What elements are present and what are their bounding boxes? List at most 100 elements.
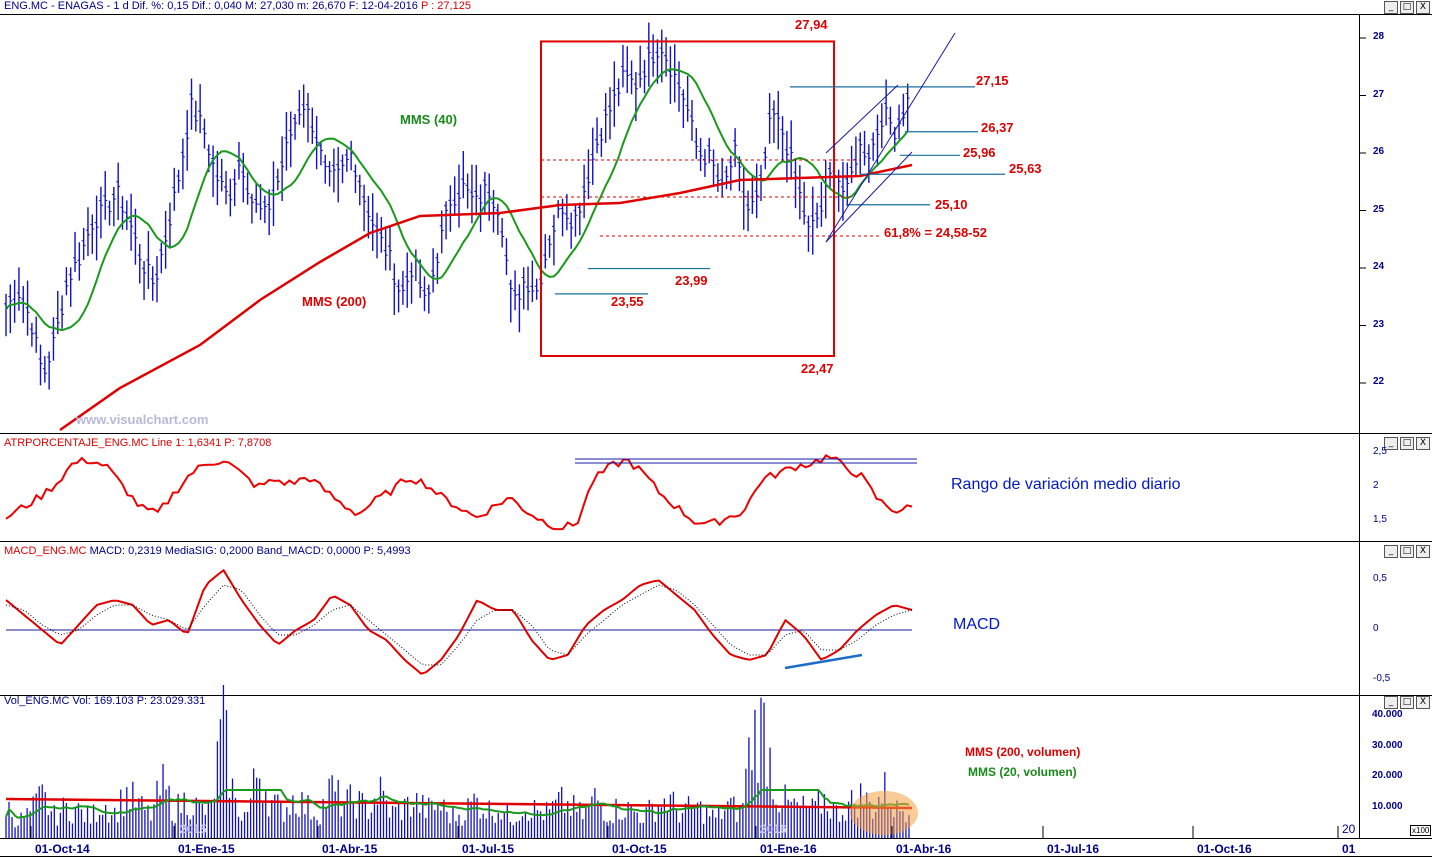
price-bar: [461, 151, 466, 199]
vol-close-button[interactable]: X: [1416, 696, 1430, 709]
fib-label: 61,8% = 24,58-52: [884, 225, 987, 240]
price-bar: [90, 214, 95, 254]
price-bar: [517, 284, 522, 333]
price-bar: [439, 210, 444, 254]
price-bar: [806, 215, 811, 252]
price-bar: [612, 61, 617, 127]
macd-window-buttons: _ □ X: [1384, 545, 1430, 558]
price-bar: [780, 116, 785, 160]
price-bar: [582, 164, 587, 219]
mms40-label: MMS (40): [400, 112, 458, 127]
price-bar: [193, 100, 198, 132]
price-bar: [620, 45, 625, 88]
price-bar: [185, 110, 190, 171]
volume-highlight: [850, 791, 918, 835]
price-bar: [297, 90, 302, 125]
price-bar: [103, 171, 108, 220]
atr-minimize-button[interactable]: _: [1384, 437, 1398, 450]
price-bar: [21, 286, 26, 323]
price-bar: [42, 356, 47, 383]
axis-tick-label: 27: [1373, 88, 1385, 100]
price-bar: [711, 149, 716, 187]
vol-minimize-button[interactable]: _: [1384, 696, 1398, 709]
price-bar: [12, 279, 17, 323]
price-bar: [840, 161, 845, 221]
channel-mid: [825, 84, 899, 154]
price-bar: [258, 184, 263, 220]
axis-tick-label: 26: [1373, 146, 1385, 157]
price-bar: [677, 61, 682, 112]
price-bar: [586, 149, 591, 200]
axis-tick-label: 0: [1373, 623, 1379, 634]
price-bar: [603, 93, 608, 144]
price-bar: [51, 317, 56, 361]
price-bar: [8, 284, 13, 334]
price-bar: [198, 84, 203, 134]
price-bar: [405, 252, 410, 308]
price-bar: [60, 295, 65, 329]
price-bar: [888, 106, 893, 135]
maximize-button[interactable]: □: [1400, 1, 1414, 14]
date-tick-label: 01-Ene-15: [178, 842, 235, 856]
price-bar: [85, 207, 90, 257]
vol-mms200-label: MMS (200, volumen): [965, 745, 1081, 759]
macd-header-name: MACD_ENG.MC: [4, 545, 87, 557]
panel-frames: [0, 14, 1432, 857]
price-bar: [73, 231, 78, 272]
close-button[interactable]: X: [1416, 1, 1430, 14]
price-bar: [599, 127, 604, 157]
date-tick-label: 01-Oct-16: [1197, 842, 1252, 856]
macd-line: [5, 568, 913, 675]
price-bar: [431, 248, 436, 293]
price-bar: [828, 162, 833, 188]
price-bar: [202, 118, 207, 149]
price-bar: [478, 184, 483, 233]
macd-maximize-button[interactable]: □: [1400, 545, 1414, 558]
price-bar: [879, 103, 884, 149]
price-bar: [107, 200, 112, 226]
price-bar: [133, 208, 138, 265]
price-bar: [457, 164, 461, 228]
price-bar: [111, 186, 116, 227]
atr-panel: [5, 453, 917, 531]
macd-close-button[interactable]: X: [1416, 545, 1430, 558]
atr-close-button[interactable]: X: [1416, 437, 1430, 450]
price-bar: [55, 290, 60, 335]
axis-tick-label: 40.000: [1372, 709, 1403, 720]
price-bar: [68, 267, 73, 307]
level-27-15-label: 27,15: [976, 73, 1009, 88]
year-mark-label: 2015: [180, 822, 207, 836]
level-22-47-label: 22,47: [801, 361, 834, 376]
price-bar: [724, 165, 729, 190]
price-bar: [759, 164, 763, 202]
signal-line: [5, 584, 913, 666]
price-bar: [668, 46, 673, 104]
price-bar: [452, 176, 457, 216]
price-bar: [301, 84, 306, 128]
price-bar: [306, 92, 310, 143]
price-bar: [254, 183, 259, 213]
price-bar: [720, 158, 725, 198]
vol-mms20-line: [5, 789, 910, 819]
macd-header: MACD_ENG.MC MACD: 0,2319 MediaSIG: 0,200…: [4, 545, 411, 557]
price-bar: [249, 193, 254, 224]
minimize-button[interactable]: _: [1384, 1, 1398, 14]
price-bar: [672, 44, 677, 103]
price-bar: [262, 195, 267, 224]
price-bar: [336, 147, 341, 203]
vol-header-info: Vol_ENG.MC Vol: 169.103 P: 23.029.331: [4, 695, 206, 707]
price-bar: [810, 186, 815, 255]
axis-tick-label: 30.000: [1372, 739, 1403, 751]
vol-maximize-button[interactable]: □: [1400, 696, 1414, 709]
macd-minimize-button[interactable]: _: [1384, 545, 1398, 558]
level-27-94-label: 27,94: [795, 17, 828, 32]
atr-window-buttons: _ □ X: [1384, 437, 1430, 450]
atr-maximize-button[interactable]: □: [1400, 437, 1414, 450]
price-bar: [331, 148, 336, 193]
price-bar: [379, 216, 384, 253]
price-bar: [327, 161, 332, 187]
price-bar: [77, 242, 82, 281]
price-bar: [340, 154, 345, 184]
price-bar: [241, 152, 246, 203]
price-bar: [733, 128, 738, 168]
